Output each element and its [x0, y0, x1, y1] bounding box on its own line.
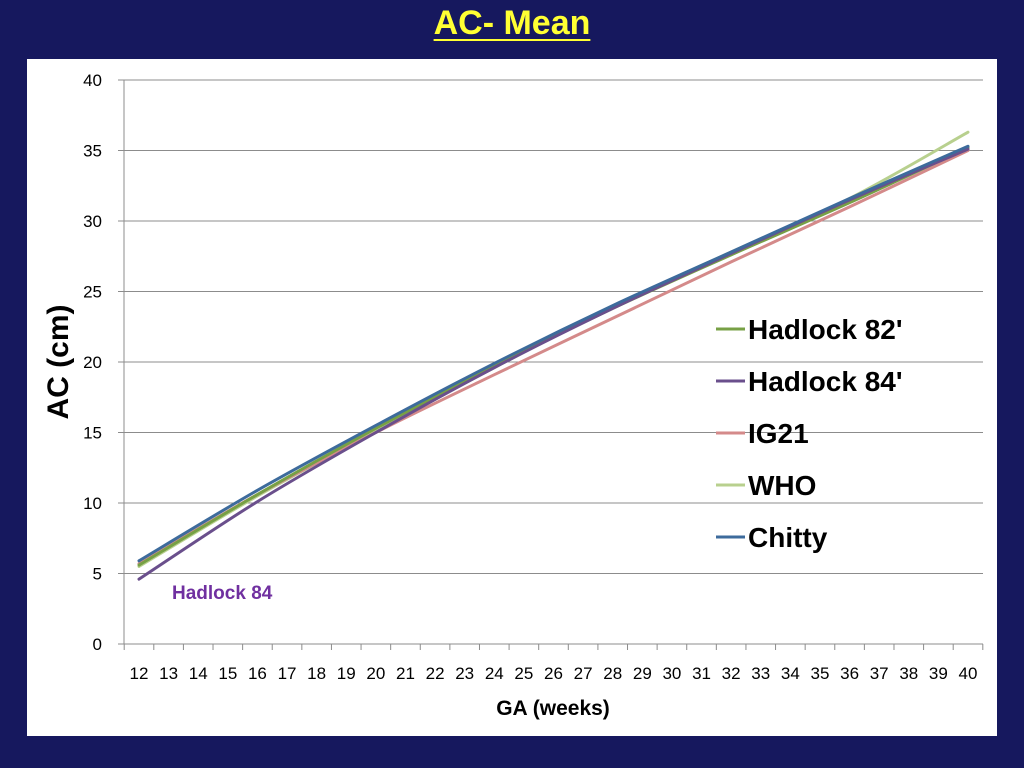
x-tick-label: 22 — [426, 664, 445, 683]
y-tick-label: 20 — [83, 353, 102, 372]
x-tick-label: 29 — [633, 664, 652, 683]
chart-panel: 0 5 10 15 20 25 30 35 40 12 13 14 15 16 17 18 19 20 21 22 23… — [27, 59, 997, 736]
annotation-layer: Hadlock 84 — [172, 583, 273, 604]
x-tick-label: 34 — [781, 664, 800, 683]
x-tick-label: 38 — [899, 664, 918, 683]
series-line-who — [137, 130, 970, 568]
y-tick-label: 35 — [83, 142, 102, 161]
x-tick-label: 27 — [574, 664, 593, 683]
ac-mean-line-chart: 0 5 10 15 20 25 30 35 40 12 13 14 15 16 17 18 19 20 21 22 23… — [42, 71, 984, 720]
x-tick-label: 16 — [248, 664, 267, 683]
y-tick-label: 0 — [93, 635, 102, 654]
series-line-ig21 — [137, 149, 970, 566]
legend-label-ig21: IG21 — [748, 418, 809, 449]
y-tick-label: 25 — [83, 283, 102, 302]
legend-label-hadlock-84: Hadlock 84' — [748, 366, 903, 397]
x-tick-label: 26 — [544, 664, 563, 683]
x-axis-title: GA (weeks) — [496, 697, 610, 720]
x-tick-label: 21 — [396, 664, 415, 683]
x-tick-label: 31 — [692, 664, 711, 683]
axes-layer: 0 5 10 15 20 25 30 35 40 12 13 14 15 16 17 18 19 20 21 22 23… — [83, 71, 984, 683]
y-axis-title: AC (cm) — [42, 304, 75, 419]
x-tick-label: 14 — [189, 664, 208, 683]
series-line-chitty — [137, 144, 970, 563]
legend-label-who: WHO — [748, 470, 816, 501]
x-tick-label: 33 — [751, 664, 770, 683]
y-tick-label: 10 — [83, 494, 102, 513]
x-tick-label: 32 — [722, 664, 741, 683]
x-tick-label: 37 — [870, 664, 889, 683]
y-tick-label: 5 — [93, 565, 102, 584]
series-line-hadlock-84 — [137, 147, 970, 581]
x-tick-label: 36 — [840, 664, 859, 683]
x-tick-label: 30 — [662, 664, 681, 683]
x-tick-label: 12 — [130, 664, 149, 683]
slide-title: AC- Mean — [433, 4, 591, 42]
x-tick-label: 13 — [159, 664, 178, 683]
legend-label-chitty: Chitty — [748, 522, 828, 553]
x-tick-label: 17 — [278, 664, 297, 683]
y-tick-label: 15 — [83, 424, 102, 443]
x-tick-label: 20 — [366, 664, 385, 683]
series-layer — [137, 130, 970, 581]
x-tick-label: 28 — [603, 664, 622, 683]
x-tick-label: 24 — [485, 664, 504, 683]
y-tick-label: 40 — [83, 71, 102, 90]
x-tick-label: 39 — [929, 664, 948, 683]
y-tick-label: 30 — [83, 212, 102, 231]
x-tick-label: 23 — [455, 664, 474, 683]
x-tick-label: 18 — [307, 664, 326, 683]
grid-layer — [124, 79, 983, 574]
annotation-label: Hadlock 84 — [172, 583, 273, 604]
x-tick-label: 35 — [811, 664, 830, 683]
x-tick-label: 40 — [959, 664, 978, 683]
x-tick-label: 25 — [514, 664, 533, 683]
legend: Hadlock 82' Hadlock 84' IG21 WHO Chitty — [716, 314, 903, 553]
x-tick-label: 19 — [337, 664, 356, 683]
legend-label-hadlock-82: Hadlock 82' — [748, 314, 903, 345]
x-tick-label: 15 — [218, 664, 237, 683]
